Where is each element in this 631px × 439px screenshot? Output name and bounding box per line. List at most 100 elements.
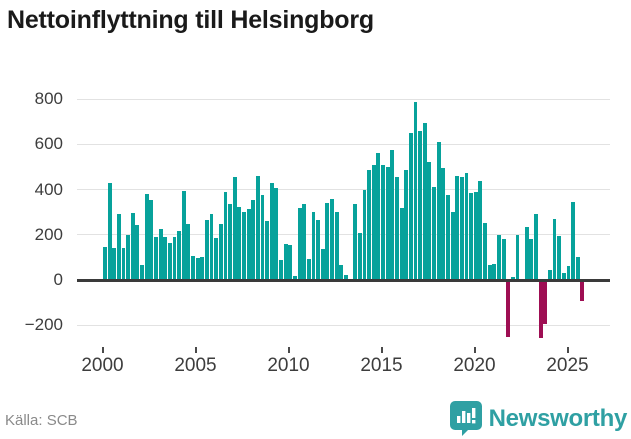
bar-positive [557,236,562,280]
bar-positive [478,181,483,280]
bar-positive [450,212,455,280]
logo-bar-1 [456,416,461,423]
bar-positive [200,257,205,280]
brand-footer[interactable]: Newsworthy [449,400,627,437]
newsworthy-logo-icon [449,400,483,437]
bar-positive [103,247,107,280]
bar-positive [140,265,144,280]
bar-negative [538,280,543,338]
bar-positive [302,203,307,280]
logo-bar-2 [461,411,466,423]
bar-positive [158,229,163,280]
bar-positive [306,259,311,280]
bar-positive [367,170,372,280]
bar-positive [483,222,487,280]
x-axis-tick [473,347,476,353]
source-note: Källa: SCB [5,412,78,429]
bar-positive [357,232,362,280]
bar-positive [144,194,149,280]
y-axis-label: 400 [34,179,63,199]
bar-positive [339,265,344,280]
bar-positive [330,199,334,280]
logo-badge-shape [449,401,482,436]
bar-positive [153,237,158,280]
bar-positive [524,226,529,280]
bar-positive [260,195,265,280]
bar-positive [297,207,302,280]
bar-positive [515,235,520,280]
bar-positive [177,231,182,280]
y-axis-label: −200 [24,315,63,335]
y-gridline [77,98,610,100]
bar-positive [334,212,339,280]
x-axis-tick [566,347,569,353]
bar-positive [130,213,135,280]
bar-positive [293,276,297,280]
bar-positive [534,213,538,280]
bar-positive [381,165,385,280]
bar-positive [492,263,497,280]
bar-positive [353,204,358,280]
bar-positive [455,175,460,280]
bar-positive [399,208,404,280]
x-axis-tick [380,347,383,353]
bar-positive [362,190,367,280]
x-axis-label: 2005 [174,355,217,376]
x-axis-label: 2000 [81,355,124,376]
y-gridline [77,143,610,145]
bar-positive [344,275,348,280]
x-axis-label: 2025 [546,355,589,376]
bar-positive [413,101,418,280]
bar-positive [320,248,325,280]
bar-positive [223,191,228,280]
bar-positive [218,223,223,280]
bar-positive [237,206,242,280]
y-axis-label: 800 [34,89,63,109]
bar-positive [311,211,316,280]
bar-negative [506,280,511,337]
x-axis-tick [287,347,290,353]
bar-positive [269,182,274,280]
bar-positive [214,237,219,280]
bar-positive [107,182,112,280]
bar-positive [112,248,117,280]
bar-positive [464,173,469,280]
bar-positive [279,260,284,280]
x-axis-tick [101,347,104,353]
chart-title: Nettoinflyttning till Helsingborg [7,6,374,34]
y-gridline [77,324,610,326]
bar-positive [376,153,381,280]
bar-positive [265,221,270,280]
bar-positive [181,190,186,280]
bar-positive [246,208,251,280]
bar-positive [566,266,571,280]
bar-positive [561,272,566,280]
bar-negative [580,280,585,302]
bar-positive [496,235,501,280]
bar-positive [371,164,376,280]
bar-positive [404,170,409,280]
bar-negative [543,280,548,325]
bar-positive [149,199,154,280]
bar-positive [395,177,399,280]
bar-positive [529,238,534,280]
bar-positive [186,223,191,280]
bar-positive [255,176,260,280]
bar-positive [167,242,172,280]
bar-positive [195,258,200,280]
bar-positive [473,191,478,280]
bar-positive [116,214,121,280]
bar-positive [487,265,492,280]
y-gridline [77,189,610,191]
bar-positive [510,276,515,280]
y-axis-label: 0 [53,270,63,289]
bar-positive [547,270,552,280]
zero-baseline [77,278,610,282]
bar-positive [459,177,464,280]
y-axis-label: 600 [34,134,63,154]
bar-positive [209,213,214,280]
bar-positive [163,237,168,280]
brand-name: Newsworthy [488,404,628,432]
